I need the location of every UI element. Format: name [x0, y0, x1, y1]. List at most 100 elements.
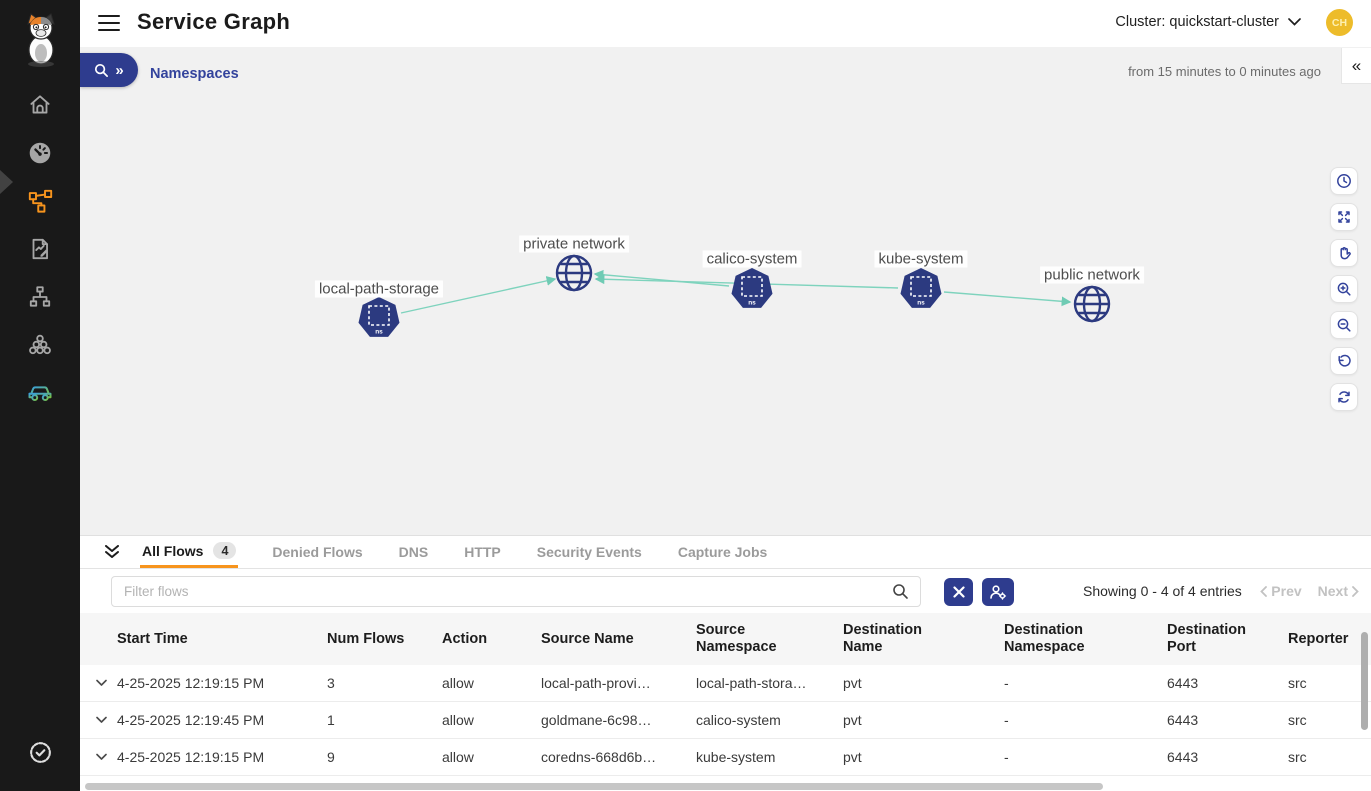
node-label: public network [1040, 266, 1144, 284]
chevron-down-icon [96, 679, 107, 686]
zoom-out-button[interactable] [1330, 311, 1358, 339]
tab-all-flows[interactable]: All Flows 4 [140, 536, 239, 568]
hand-icon [1340, 247, 1351, 260]
graph-toolbar [1330, 167, 1358, 411]
refresh-button[interactable] [1330, 383, 1358, 411]
node-label: private network [519, 235, 629, 253]
col-num-flows: Num Flows [327, 631, 405, 647]
tab-security-events[interactable]: Security Events [536, 544, 642, 560]
graph-edges [400, 269, 1072, 314]
clock-icon [1337, 174, 1351, 188]
graph-node-local-path-storage[interactable]: ns [357, 296, 401, 345]
home-icon [30, 95, 50, 114]
collapse-flows-panel-button[interactable] [102, 536, 122, 568]
active-item-wedge [0, 170, 13, 194]
next-button[interactable]: Next [1318, 583, 1359, 599]
chevron-right-icon [1352, 585, 1359, 597]
horizontal-scrollbar[interactable] [85, 783, 1103, 790]
sidebar-item-clusters[interactable] [25, 330, 55, 360]
collapse-side-panel-button[interactable]: « [1341, 48, 1371, 84]
col-destination-namespace: Destination Namespace [1004, 621, 1085, 655]
sidebar-item-observability[interactable] [25, 377, 55, 407]
time-settings-button[interactable] [1330, 167, 1358, 195]
chevron-down-icon [96, 716, 107, 723]
col-destination-port: Destination Port [1167, 621, 1246, 655]
time-range-label: from 15 minutes to 0 minutes ago [1128, 64, 1321, 79]
compliance-seal-icon [29, 741, 51, 763]
breadcrumb[interactable]: Namespaces [150, 66, 239, 82]
top-header: Service Graph Cluster: quickstart-cluste… [80, 0, 1371, 47]
table-row[interactable]: 4-25-2025 12:19:15 PM 3 allow local-path… [80, 665, 1371, 702]
cluster-nodes-icon [29, 334, 51, 355]
namespace-icon: ns [358, 297, 400, 337]
service-graph-icon [28, 189, 52, 213]
graph-search-pill[interactable]: » [80, 53, 138, 87]
expand-panel-icon: » [115, 61, 124, 79]
col-action: Action [442, 631, 488, 647]
flows-table-header: Start Time Num Flows Action Source Name … [80, 613, 1371, 665]
network-tree-icon [29, 286, 51, 307]
network-globe-icon [555, 254, 593, 292]
col-reporter: Reporter [1288, 631, 1349, 647]
policy-document-icon [32, 238, 48, 260]
clear-filter-button[interactable] [944, 578, 973, 606]
search-icon[interactable] [892, 583, 909, 605]
avatar[interactable]: CH [1326, 9, 1353, 36]
svg-text:ns: ns [748, 300, 756, 307]
sidebar-item-network[interactable] [25, 282, 55, 312]
graph-node-kube-system[interactable]: ns [899, 267, 943, 316]
vertical-scrollbar[interactable] [1361, 632, 1368, 730]
user-gear-icon [990, 585, 1007, 600]
graph-node-private-network[interactable] [553, 252, 595, 299]
col-destination-name: Destination Name [843, 621, 922, 655]
expand-row-button[interactable] [88, 753, 117, 761]
col-start-time: Start Time [117, 631, 188, 647]
undo-icon [1338, 354, 1351, 367]
chevron-down-icon [96, 753, 107, 760]
user-settings-button[interactable] [982, 578, 1014, 606]
chevron-down-icon [1288, 18, 1301, 26]
flows-tabs: All Flows 4 Denied Flows DNS HTTP Securi… [80, 536, 1371, 569]
tab-dns[interactable]: DNS [398, 544, 429, 560]
pan-button[interactable] [1330, 239, 1358, 267]
tab-label: All Flows [142, 542, 204, 559]
hamburger-menu-icon[interactable] [98, 15, 120, 32]
undo-layout-button[interactable] [1330, 347, 1358, 375]
gauge-icon [29, 142, 51, 164]
table-row[interactable]: 4-25-2025 12:19:15 PM 9 allow coredns-66… [80, 739, 1371, 776]
graph-node-calico-system[interactable]: ns [730, 267, 774, 316]
graph-node-public-network[interactable] [1071, 283, 1113, 330]
sidebar-item-policies[interactable] [25, 234, 55, 264]
col-source-name: Source Name [541, 631, 634, 647]
network-globe-icon [1073, 285, 1111, 323]
col-source-namespace: Source Namespace [696, 621, 777, 655]
sidebar [0, 0, 80, 791]
node-label: local-path-storage [314, 280, 444, 298]
flows-panel: All Flows 4 Denied Flows DNS HTTP Securi… [80, 535, 1371, 791]
prev-button[interactable]: Prev [1260, 583, 1302, 599]
sidebar-item-home[interactable] [25, 90, 55, 120]
service-graph-canvas: » Namespaces from 15 minutes to 0 minute… [80, 47, 1371, 535]
tab-http[interactable]: HTTP [464, 544, 501, 560]
expand-row-button[interactable] [88, 716, 117, 724]
cluster-label: Cluster: quickstart-cluster [1115, 14, 1279, 30]
sidebar-item-dashboard[interactable] [25, 138, 55, 168]
namespace-icon: ns [731, 268, 773, 308]
zoom-in-button[interactable] [1330, 275, 1358, 303]
chevron-left-icon [1260, 585, 1268, 597]
refresh-icon [1338, 391, 1350, 403]
car-icon [28, 386, 52, 402]
fit-to-screen-button[interactable] [1330, 203, 1358, 231]
tab-capture-jobs[interactable]: Capture Jobs [677, 544, 768, 560]
search-icon [95, 63, 109, 77]
sidebar-item-service-graph[interactable] [25, 186, 55, 216]
namespace-icon: ns [900, 268, 942, 308]
expand-row-button[interactable] [88, 679, 117, 687]
filter-flows-input[interactable] [111, 576, 921, 607]
table-row[interactable]: 4-25-2025 12:19:45 PM 1 allow goldmane-6… [80, 702, 1371, 739]
cluster-selector[interactable]: Cluster: quickstart-cluster [1115, 14, 1301, 30]
all-flows-count-badge: 4 [213, 542, 237, 559]
tab-denied-flows[interactable]: Denied Flows [272, 544, 363, 560]
sidebar-item-compliance[interactable] [25, 737, 55, 767]
